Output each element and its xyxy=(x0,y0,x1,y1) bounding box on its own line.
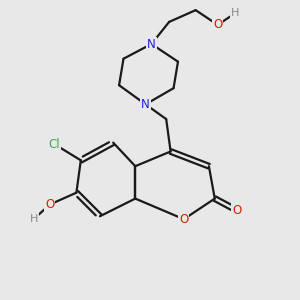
Text: O: O xyxy=(213,18,222,32)
Text: Cl: Cl xyxy=(49,138,60,151)
Text: N: N xyxy=(141,98,150,111)
Text: O: O xyxy=(232,204,242,217)
Text: O: O xyxy=(45,198,55,211)
Text: H: H xyxy=(29,214,38,224)
Text: H: H xyxy=(231,8,240,18)
Text: N: N xyxy=(147,38,156,50)
Text: O: O xyxy=(179,213,188,226)
